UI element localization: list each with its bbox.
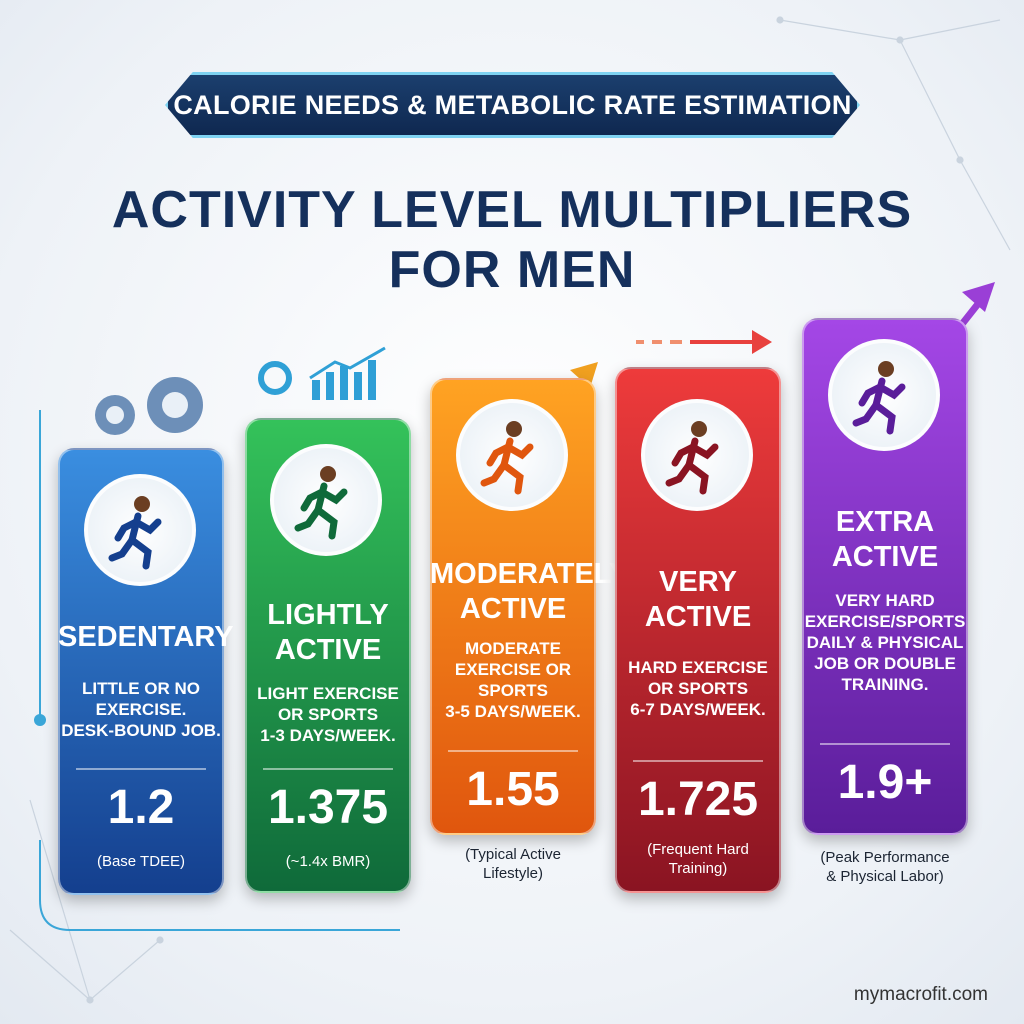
figure <box>294 466 348 540</box>
card-note: (Base TDEE) <box>96 853 186 870</box>
card-description: 3-5 DAYS/WEEK. <box>445 702 581 721</box>
figure <box>480 421 534 495</box>
multiplier: 1.725 <box>637 773 759 826</box>
card-note: (Typical Active <box>465 846 561 863</box>
card-description: VERY HARD <box>835 591 935 610</box>
card-note: Training) <box>668 860 728 877</box>
figure <box>665 421 719 495</box>
card-description: TRAINING. <box>841 675 929 694</box>
main-title: ACTIVITY LEVEL MULTIPLIERS <box>111 181 913 239</box>
divider <box>263 768 393 770</box>
card-description: DESK-BOUND JOB. <box>61 721 221 740</box>
card-label: ACTIVE <box>831 541 939 573</box>
card-description: LIGHT EXERCISE <box>257 684 399 703</box>
card-label: ACTIVE <box>644 601 752 633</box>
card-label: LIGHTLY <box>267 599 389 631</box>
card-label: EXTRA <box>835 506 935 538</box>
card-label: ACTIVE <box>274 634 382 666</box>
card-description: OR SPORTS <box>647 679 749 698</box>
figure <box>108 496 162 570</box>
activity-icon <box>84 474 196 586</box>
card-description: EXERCISE/SPORTS <box>804 612 966 631</box>
activity-icon <box>641 399 753 511</box>
card-description: SPORTS <box>478 681 548 700</box>
card-label: SEDENTARY <box>58 621 234 653</box>
footer-site: mymacrofit.com <box>853 984 988 1005</box>
card-note: Lifestyle) <box>482 865 544 882</box>
card-description: EXERCISE OR <box>454 660 572 679</box>
card-note: (Frequent Hard <box>647 841 749 858</box>
divider <box>633 760 763 762</box>
card-note: (~1.4x BMR) <box>285 853 371 870</box>
card-description: 1-3 DAYS/WEEK. <box>260 726 396 745</box>
activity-icon <box>828 339 940 451</box>
divider <box>448 750 578 752</box>
multiplier: 1.55 <box>466 763 560 816</box>
figure <box>852 361 906 435</box>
card-description: LITTLE OR NO <box>81 679 201 698</box>
multiplier: 1.2 <box>107 781 175 834</box>
activity-icon <box>456 399 568 511</box>
divider <box>76 768 206 770</box>
card-label: VERY <box>659 566 737 598</box>
card-label: MODERATELY <box>430 558 629 590</box>
card-description: HARD EXERCISE <box>628 658 768 677</box>
main-title: FOR MEN <box>388 241 636 299</box>
banner: CALORIE NEEDS & METABOLIC RATE ESTIMATIO… <box>165 72 860 138</box>
card-description: 6-7 DAYS/WEEK. <box>630 700 766 719</box>
activity-icon <box>270 444 382 556</box>
card-note: & Physical Labor) <box>826 868 944 885</box>
card-description: JOB OR DOUBLE <box>814 654 956 673</box>
divider <box>820 743 950 745</box>
multiplier: 1.9+ <box>837 756 933 809</box>
card-note: (Peak Performance <box>820 849 950 866</box>
card-label: ACTIVE <box>459 593 567 625</box>
card-description: MODERATE <box>464 639 561 658</box>
card-description: OR SPORTS <box>277 705 379 724</box>
multiplier: 1.375 <box>267 781 389 834</box>
card-description: DAILY & PHYSICAL <box>806 633 964 652</box>
card-description: EXERCISE. <box>95 700 187 719</box>
